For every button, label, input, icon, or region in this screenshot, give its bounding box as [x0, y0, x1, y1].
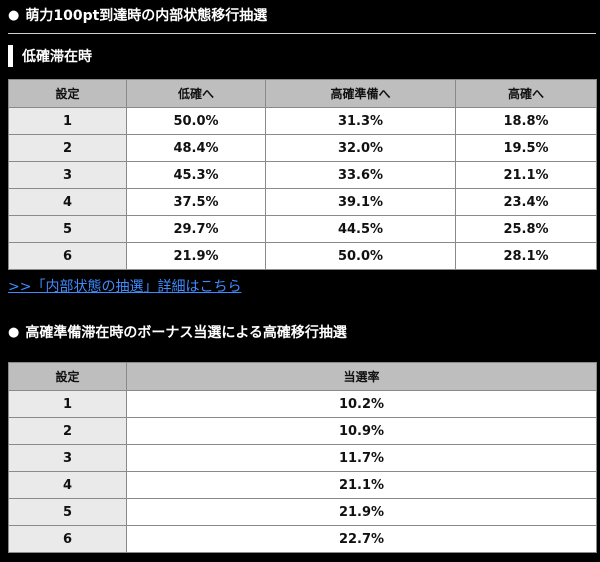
win-rate-cell: 21.9% — [126, 498, 597, 526]
high-cell: 25.8% — [455, 215, 597, 243]
low-cell: 37.5% — [126, 188, 266, 216]
table-row: 2 48.4% 32.0% 19.5% — [8, 134, 597, 162]
bullet-icon: ● — [8, 7, 20, 23]
low-cell: 50.0% — [126, 107, 266, 135]
high-cell: 21.1% — [455, 161, 597, 189]
section-heading-1-title: 萌力100pt到達時の内部状態移行抽選 — [25, 8, 268, 24]
bonus-high-transition-table: 設定 当選率 1 10.2% 2 10.9% 3 11.7% 4 21.1% 5 — [8, 362, 597, 553]
low-cell: 21.9% — [126, 242, 266, 270]
setting-cell: 1 — [8, 390, 127, 418]
table-row: 4 21.1% — [8, 471, 597, 499]
high-cell: 23.4% — [455, 188, 597, 216]
high-prep-cell: 39.1% — [265, 188, 456, 216]
setting-cell: 1 — [8, 107, 127, 135]
bullet-icon: ● — [8, 324, 20, 340]
table-row: 6 22.7% — [8, 525, 597, 553]
low-cell: 45.3% — [126, 161, 266, 189]
header-setting: 設定 — [8, 79, 127, 108]
setting-cell: 6 — [8, 242, 127, 270]
heading-divider — [8, 33, 596, 34]
table-row: 3 11.7% — [8, 444, 597, 472]
win-rate-cell: 10.9% — [126, 417, 597, 445]
setting-cell: 2 — [8, 134, 127, 162]
win-rate-cell: 22.7% — [126, 525, 597, 553]
setting-cell: 6 — [8, 525, 127, 553]
setting-cell: 4 — [8, 188, 127, 216]
header-setting: 設定 — [8, 362, 127, 391]
section-heading-2-title: 高確準備滞在時のボーナス当選による高確移行抽選 — [25, 325, 347, 341]
table-header-row: 設定 当選率 — [8, 362, 597, 391]
win-rate-cell: 11.7% — [126, 444, 597, 472]
setting-cell: 4 — [8, 471, 127, 499]
setting-cell: 3 — [8, 161, 127, 189]
low-cell: 48.4% — [126, 134, 266, 162]
internal-state-details-link[interactable]: >>「内部状態の抽選」詳細はこちら — [8, 279, 242, 295]
high-cell: 19.5% — [455, 134, 597, 162]
header-low: 低確へ — [126, 79, 266, 108]
setting-cell: 2 — [8, 417, 127, 445]
high-prep-cell: 33.6% — [265, 161, 456, 189]
section-heading-1: ● 萌力100pt到達時の内部状態移行抽選 — [8, 3, 267, 27]
setting-cell: 3 — [8, 444, 127, 472]
table-row: 1 50.0% 31.3% 18.8% — [8, 107, 597, 135]
setting-cell: 5 — [8, 215, 127, 243]
header-win-rate: 当選率 — [126, 362, 597, 391]
subheading-low-probability: 低確滞在時 — [8, 45, 92, 67]
table-row: 1 10.2% — [8, 390, 597, 418]
header-high-prep: 高確準備へ — [265, 79, 456, 108]
high-prep-cell: 31.3% — [265, 107, 456, 135]
low-cell: 29.7% — [126, 215, 266, 243]
high-prep-cell: 32.0% — [265, 134, 456, 162]
high-prep-cell: 50.0% — [265, 242, 456, 270]
table-row: 3 45.3% 33.6% 21.1% — [8, 161, 597, 189]
table-header-row: 設定 低確へ 高確準備へ 高確へ — [8, 79, 597, 108]
header-high: 高確へ — [455, 79, 597, 108]
high-prep-cell: 44.5% — [265, 215, 456, 243]
table-row: 5 21.9% — [8, 498, 597, 526]
table-row: 2 10.9% — [8, 417, 597, 445]
table-row: 4 37.5% 39.1% 23.4% — [8, 188, 597, 216]
table-row: 5 29.7% 44.5% 25.8% — [8, 215, 597, 243]
table-row: 6 21.9% 50.0% 28.1% — [8, 242, 597, 270]
win-rate-cell: 21.1% — [126, 471, 597, 499]
high-cell: 28.1% — [455, 242, 597, 270]
high-cell: 18.8% — [455, 107, 597, 135]
setting-cell: 5 — [8, 498, 127, 526]
state-transition-table: 設定 低確へ 高確準備へ 高確へ 1 50.0% 31.3% 18.8% 2 4… — [8, 79, 597, 270]
win-rate-cell: 10.2% — [126, 390, 597, 418]
section-heading-2: ● 高確準備滞在時のボーナス当選による高確移行抽選 — [8, 320, 347, 344]
